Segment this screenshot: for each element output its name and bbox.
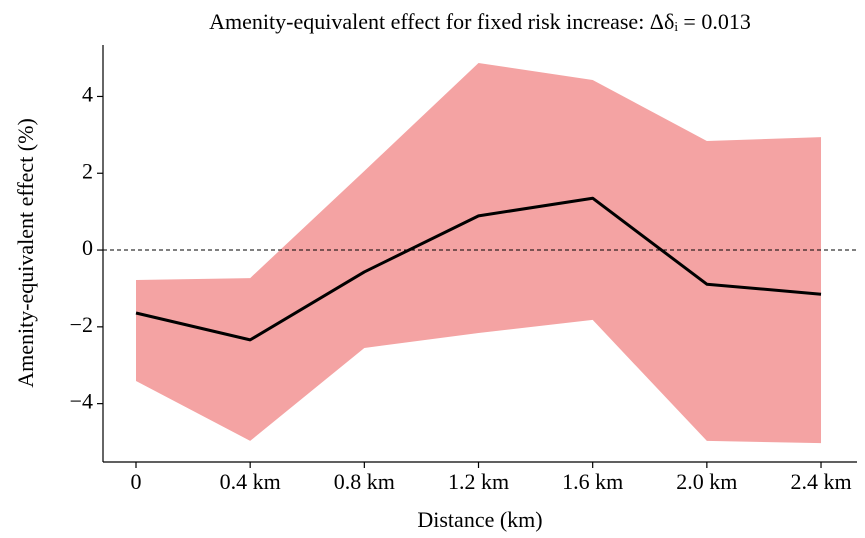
y-tick-label: 0: [82, 235, 93, 260]
x-tick-label: 0.8 km: [334, 469, 395, 494]
x-tick-label: 0: [131, 469, 142, 494]
x-tick-label: 1.6 km: [562, 469, 623, 494]
x-tick-label: 2.0 km: [676, 469, 737, 494]
y-tick-label: −4: [70, 389, 93, 414]
chart-title: Amenity-equivalent effect for fixed risk…: [209, 9, 751, 34]
y-tick-label: 4: [82, 81, 93, 106]
y-axis-label: Amenity-equivalent effect (%): [13, 118, 38, 388]
x-axis-label: Distance (km): [417, 507, 542, 532]
line: [135, 196, 822, 342]
x-tick-label: 2.4 km: [790, 469, 851, 494]
confidence-band: [136, 63, 822, 444]
x-tick-label: 0.4 km: [220, 469, 281, 494]
y-tick-label: −2: [70, 312, 93, 337]
y-tick-label: 2: [82, 158, 93, 183]
x-tick-label: 1.2 km: [448, 469, 509, 494]
